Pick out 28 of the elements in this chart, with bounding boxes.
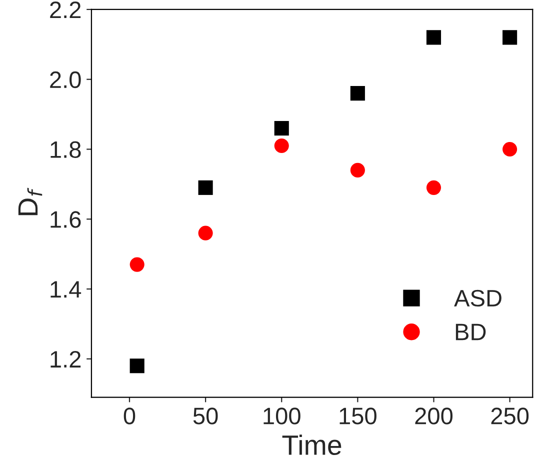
point	[426, 30, 442, 45]
point	[198, 226, 213, 240]
point	[274, 120, 289, 136]
y-tick-label: 2.0	[50, 71, 81, 88]
point	[274, 138, 289, 154]
y-axis-title: D$_{f}$	[18, 188, 42, 216]
point	[350, 86, 365, 101]
y-tick-label: 2.2	[50, 2, 81, 18]
x-tick-label: 100	[264, 408, 300, 424]
x-tick-label: 200	[415, 408, 453, 424]
point	[198, 180, 213, 195]
legend-label: BD	[456, 324, 486, 340]
y-tick-label: 1.6	[50, 211, 81, 228]
point	[130, 358, 144, 374]
legend-label: ASD	[454, 290, 502, 307]
y-tick-label: 1.4	[50, 281, 82, 298]
x-axis-title: Time	[282, 434, 342, 456]
point	[502, 142, 518, 157]
x-tick-label: 0	[124, 408, 136, 424]
y-tick-label: 1.2	[50, 350, 81, 368]
point	[426, 180, 442, 195]
x-tick-label: 50	[193, 408, 218, 424]
point	[502, 30, 518, 45]
x-tick-label: 250	[491, 408, 529, 424]
x-tick-label: 150	[340, 408, 376, 424]
point	[350, 162, 365, 178]
y-tick-label: 1.8	[50, 141, 81, 158]
point	[130, 257, 144, 272]
